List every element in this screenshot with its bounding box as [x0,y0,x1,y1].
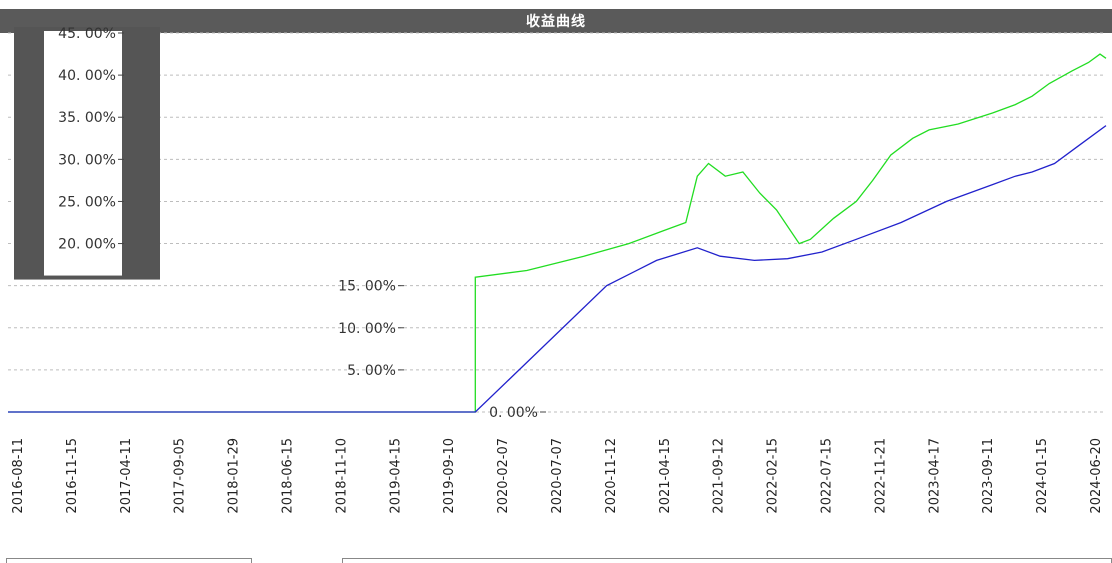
x-tick-label: 2016-08-11 [11,438,26,514]
x-tick-label: 2023-09-11 [981,438,996,514]
x-tick-label: 2024-01-15 [1035,438,1050,514]
y-tick-label: 15. 00% [338,279,396,295]
y-tick-label: 45. 00% [58,26,116,42]
series-line-1 [8,54,1106,412]
y-tick-label: 35. 00% [58,110,116,126]
grid-layer [8,33,1106,412]
x-tick-label: 2022-07-15 [820,438,835,514]
y-tick-label: 20. 00% [58,237,116,253]
x-tick-label: 2016-11-15 [65,438,80,514]
x-tick-label: 2023-04-17 [927,438,942,514]
y-tick-layer: 0. 00% 5. 00% 10. 00% 15. 00% 20. 00% 25. 00%… [14,26,546,421]
y-tick-label: 10. 00% [338,321,396,337]
x-tick-label: 2017-04-11 [119,438,134,514]
x-tick-label: 2018-06-15 [281,438,296,514]
y-tick-label: 30. 00% [58,152,116,168]
x-tick-layer: 2016-08-11 2016-11-15 2017-04-11 2017-09-05… [11,438,1104,514]
x-tick-label: 2022-11-21 [873,438,888,514]
x-tick-label: 2022-02-15 [766,438,781,514]
y-tick-label: 25. 00% [58,194,116,210]
y-tick-label: 0. 00% [489,405,538,421]
x-tick-label: 2020-07-07 [550,438,565,514]
series-layer [8,54,1106,412]
x-tick-label: 2017-09-05 [173,438,188,514]
bottom-right-panel [342,558,1112,563]
series-line-2 [8,126,1106,412]
x-tick-label: 2020-02-07 [496,438,511,514]
x-tick-label: 2021-09-12 [712,438,727,514]
bottom-left-panel [6,558,252,563]
x-tick-label: 2018-01-29 [227,438,242,514]
y-tick-label: 40. 00% [58,68,116,84]
x-tick-label: 2018-11-10 [334,438,349,514]
y-tick-label: 5. 00% [347,363,396,379]
x-tick-label: 2024-06-20 [1089,438,1104,514]
x-tick-label: 2020-11-12 [604,438,619,514]
x-tick-label: 2019-04-15 [388,438,403,514]
x-tick-label: 2021-04-15 [658,438,673,514]
x-tick-label: 2019-09-10 [442,438,457,514]
